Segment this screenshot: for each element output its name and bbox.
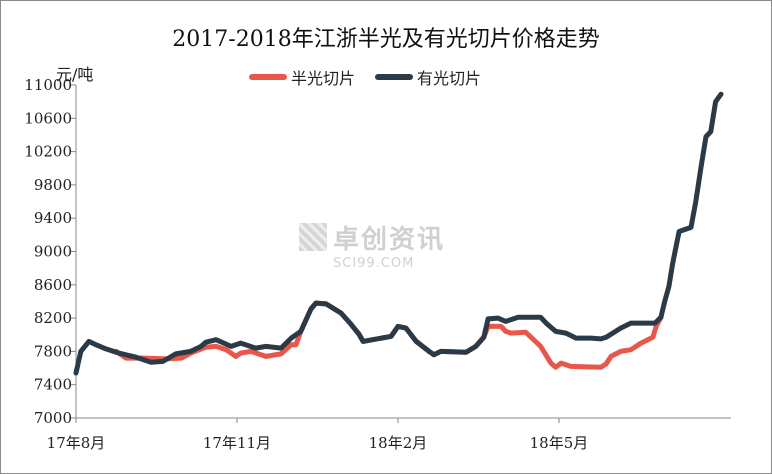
watermark-logo-icon: [299, 223, 327, 251]
x-tick-label: 18年2月: [369, 434, 428, 452]
watermark-subtext: SCI99.COM: [333, 256, 415, 271]
legend-label-bright: 有光切片: [417, 69, 482, 88]
legend-swatch-semi-dull: [249, 74, 287, 80]
legend: 半光切片 有光切片: [249, 65, 481, 89]
watermark: 卓创资讯 SCI99.COM: [299, 219, 445, 271]
y-tick-label: 8200: [34, 309, 72, 327]
y-tick-label: 9400: [34, 209, 72, 227]
legend-item-semi-dull: 半光切片: [249, 65, 355, 89]
y-tick-label: 7400: [34, 376, 72, 394]
y-tick-label: 10200: [24, 143, 72, 161]
y-tick-label: 7000: [34, 409, 72, 427]
y-tick-label: 9800: [34, 176, 72, 194]
y-tick-label: 8600: [34, 276, 72, 294]
y-tick-label: 10600: [24, 109, 72, 127]
legend-label-semi-dull: 半光切片: [291, 69, 356, 88]
x-tick-label: 18年5月: [530, 434, 589, 452]
chart-title: 2017-2018年江浙半光及有光切片价格走势: [172, 27, 600, 52]
x-tick-label: 17年11月: [203, 434, 271, 452]
watermark-text: 卓创资讯: [333, 225, 446, 255]
x-tick-label: 17年8月: [47, 434, 106, 452]
legend-item-bright: 有光切片: [375, 65, 481, 89]
y-tick-label: 11000: [24, 76, 72, 94]
legend-swatch-bright: [375, 74, 414, 80]
y-tick-label: 7800: [34, 342, 72, 360]
y-axis-unit: 元/吨: [56, 65, 94, 84]
y-tick-label: 9000: [34, 243, 72, 261]
series-line-1: [73, 91, 724, 376]
